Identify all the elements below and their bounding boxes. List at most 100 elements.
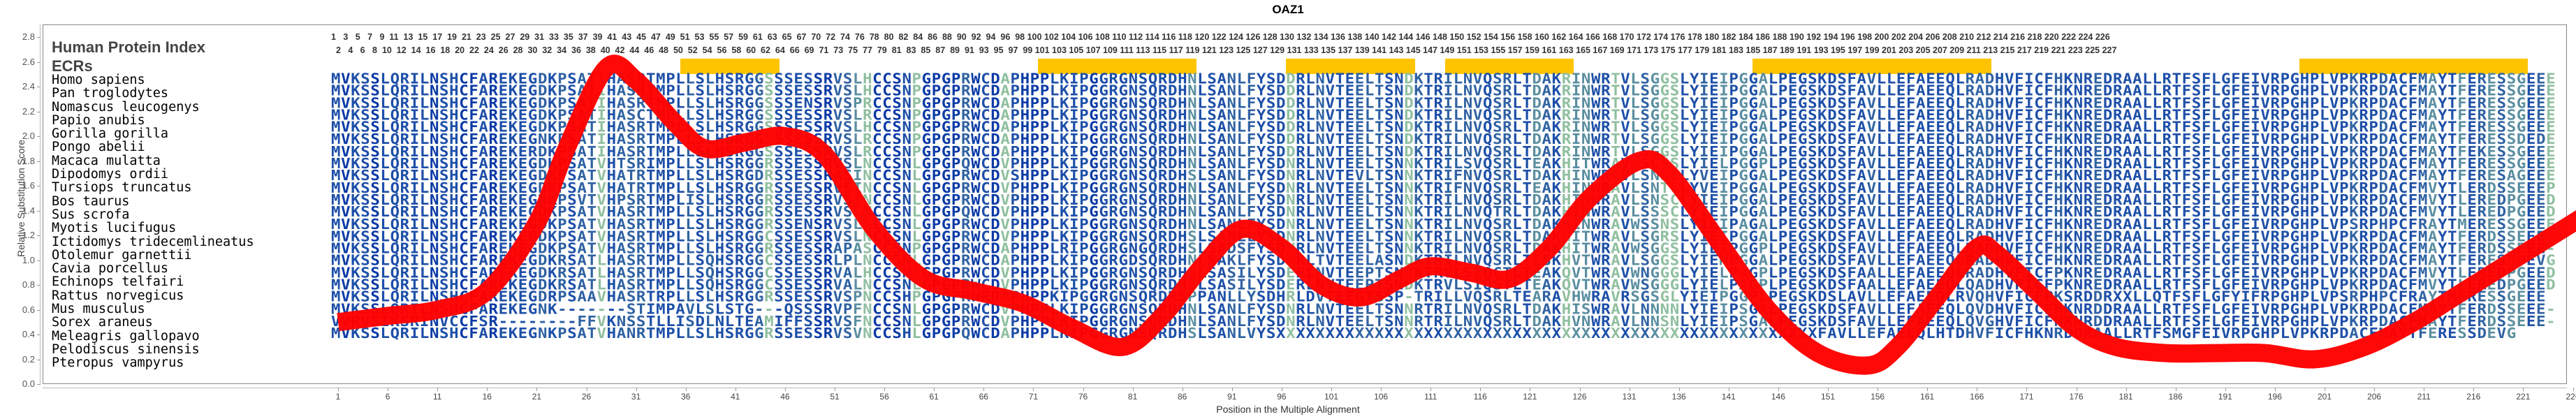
species-name: Nomascus leucogenys <box>52 99 200 115</box>
sequence-row: MVKSSLQRILNSHCFAREKEGNKPSATIHASRTMPLLSLH… <box>331 131 2556 148</box>
species-name: Pelodiscus sinensis <box>52 341 200 357</box>
x-tick-mark <box>1927 388 1929 391</box>
x-tick-mark <box>2225 388 2226 391</box>
x-tick-mark <box>884 388 886 391</box>
x-tick-mark <box>2374 388 2376 391</box>
human-index-row-odd: 1 3 5 7 9 11 13 15 17 19 21 23 25 27 29 … <box>331 32 2110 42</box>
x-tick-mark <box>2523 388 2524 391</box>
x-tick-label: 161 <box>1920 392 1935 402</box>
x-tick-mark <box>1778 388 1779 391</box>
x-tick-mark <box>685 388 687 391</box>
x-tick-mark <box>1381 388 1382 391</box>
y-tick-label: 0.0 <box>22 378 35 389</box>
species-name: Bos taurus <box>52 193 130 209</box>
y-tick-mark <box>37 136 41 137</box>
x-tick-mark <box>636 388 637 391</box>
sequence-row: VVRVSIKSRINVCCFSR--------FFVKNSSTLLISDLN… <box>331 313 2556 330</box>
y-tick-label: 2.4 <box>22 81 35 91</box>
x-tick-label: 66 <box>979 392 988 402</box>
y-tick-label: 0.6 <box>22 304 35 315</box>
ecr-region-bar <box>1286 59 1415 74</box>
y-tick-label: 1.6 <box>22 180 35 191</box>
ecr-region-bar <box>1037 59 1197 74</box>
x-tick-label: 206 <box>2367 392 2382 402</box>
sequence-row: MVKSSLQRILNSHCFAREKEGDKPSATVHATRTMPLLSLH… <box>331 179 2556 197</box>
x-tick-label: 11 <box>432 392 442 402</box>
sequence-row: MVKSSLQRILNSHCFAREKEGDKRSATLHASRTMPLLSQH… <box>331 265 2556 281</box>
x-tick-mark <box>983 388 985 391</box>
x-tick-label: 86 <box>1178 392 1187 402</box>
y-tick-label: 1.8 <box>22 155 35 166</box>
sequence-row: MVKSSLQRILNSHCFAREKEGNKPSATVHANRTMPLLSLH… <box>331 325 2517 342</box>
species-name: Myotis lucifugus <box>52 221 177 236</box>
x-tick-mark <box>536 388 538 391</box>
x-tick-label: 136 <box>1671 392 1686 402</box>
x-tick-label: 31 <box>631 392 641 402</box>
x-tick-label: 151 <box>1820 392 1836 402</box>
y-tick-mark <box>37 309 41 311</box>
species-name: Pteropus vampyrus <box>52 355 184 371</box>
x-tick-label: 146 <box>1771 392 1785 402</box>
y-tick-mark <box>37 235 41 236</box>
y-tick-label: 0.2 <box>22 353 35 365</box>
y-tick-label: 1.4 <box>22 205 35 216</box>
x-tick-label: 191 <box>2218 392 2232 402</box>
x-tick-mark <box>487 388 488 391</box>
ecr-region-bar <box>680 59 780 74</box>
x-tick-label: 46 <box>780 392 790 402</box>
x-tick-label: 1 <box>335 392 341 402</box>
species-name: Otolemur garnettii <box>52 247 192 263</box>
alignment-sequences: MVKSSLQRILNSHCFAREKEGDKPSATIHASRTMPLLSLH… <box>331 71 2556 342</box>
sequence-row: MVKSSLQRILNSHCFAREKEGDKPSATVHASRTMPLLSLH… <box>331 216 2556 233</box>
x-tick-mark <box>1430 388 1432 391</box>
y-tick-mark <box>37 61 41 63</box>
species-name: Pongo abelii <box>52 140 145 155</box>
y-axis <box>40 24 41 385</box>
x-tick-label: 226 <box>2566 392 2576 402</box>
x-tick-label: 96 <box>1277 392 1287 402</box>
x-tick-mark <box>437 388 439 391</box>
x-tick-label: 211 <box>2417 392 2431 402</box>
x-tick-mark <box>2026 388 2028 391</box>
species-name: Macaca mulatta <box>52 153 161 168</box>
x-tick-label: 41 <box>731 392 740 402</box>
score-line <box>337 54 2576 375</box>
plot-area <box>43 24 2567 384</box>
chart-title: OAZ1 <box>1272 3 1304 16</box>
x-tick-mark <box>1132 388 1134 391</box>
species-name: Homo sapiens <box>52 73 145 87</box>
y-tick-mark <box>37 285 41 286</box>
x-tick-label: 26 <box>581 392 592 402</box>
y-tick-label: 2.2 <box>22 105 35 117</box>
x-tick-label: 81 <box>1127 392 1138 402</box>
x-tick-label: 51 <box>830 392 840 402</box>
x-tick-label: 156 <box>1871 392 1885 402</box>
y-tick-mark <box>37 260 41 261</box>
x-tick-label: 126 <box>1572 392 1587 402</box>
x-axis-title: Position in the Multiple Alignment <box>1216 404 1360 415</box>
species-name: Papio anubis <box>52 112 145 128</box>
y-tick-mark <box>37 210 41 212</box>
x-tick-mark <box>1579 388 1581 391</box>
sequence-row: MVKSSLQRILNSHCFAREKEGDKPSATIHASRTMPLLSLH… <box>331 71 2556 87</box>
species-name: Gorilla gorilla <box>52 126 169 142</box>
species-name: Cavia porcellus <box>52 261 169 277</box>
ecr-region-bar <box>2299 59 2528 74</box>
x-tick-label: 61 <box>929 392 939 402</box>
sequence-row: MVKSSLQRILNSHCFAREKEGDKPSATVHASRTMPLLSLH… <box>331 204 2556 221</box>
x-tick-label: 71 <box>1028 392 1039 402</box>
x-tick-mark <box>1033 388 1034 391</box>
x-tick-label: 121 <box>1523 392 1537 402</box>
x-tick-mark <box>1480 388 1481 391</box>
sequence-row: MVKSSLQRILNSHCFAREKERDKPSATIHASRTMPLLSLH… <box>331 143 2556 161</box>
sequence-row: MVKSSLQRILNSHCFAREKEGDKPSATVHATRTMPLLSLH… <box>331 168 2556 184</box>
x-tick-mark <box>338 388 339 391</box>
ecr-region-bar <box>1752 59 1991 74</box>
x-tick-label: 131 <box>1622 392 1637 402</box>
species-name: Sus scrofa <box>52 207 130 222</box>
ecrs-label: ECRs <box>52 57 93 75</box>
sequence-row: MVKSSLQRILNSHCFAREKEGDKPSATIHASCTMPLLSLH… <box>331 107 2556 124</box>
y-tick-label: 1.2 <box>22 230 35 240</box>
x-tick-label: 201 <box>2317 392 2332 402</box>
